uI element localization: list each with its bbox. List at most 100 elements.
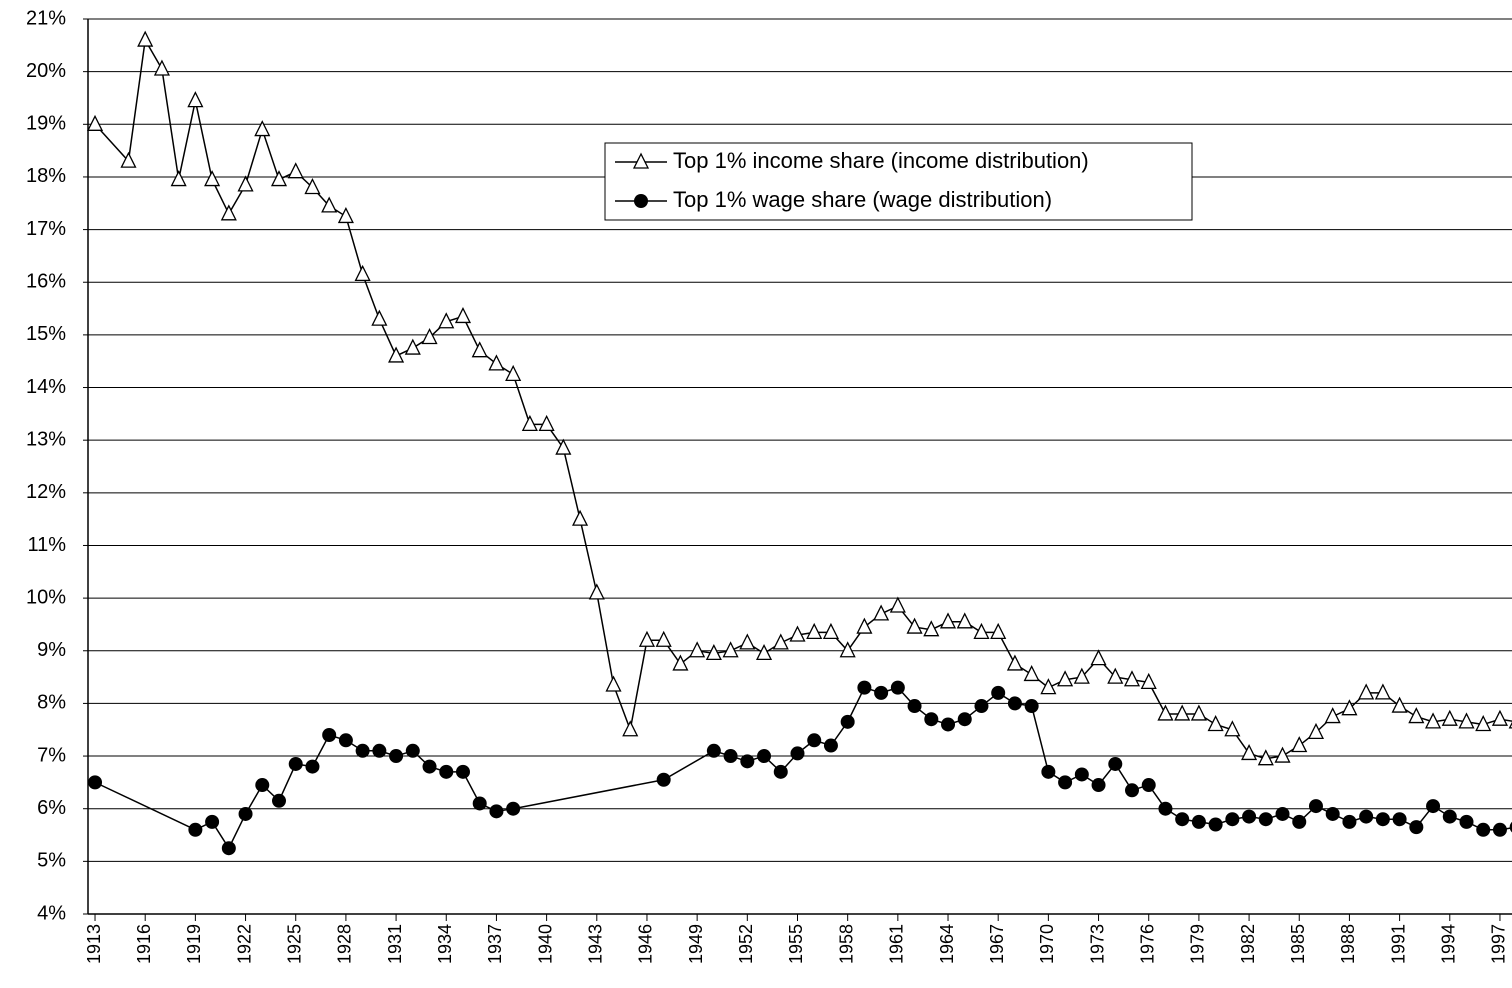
y-tick-label: 11% — [27, 534, 66, 556]
marker — [1073, 667, 1090, 684]
marker — [941, 717, 956, 732]
y-tick-label: 12% — [26, 481, 66, 503]
marker — [706, 743, 721, 758]
marker — [188, 822, 203, 837]
x-tick-label: 1919 — [184, 924, 204, 964]
marker — [86, 114, 104, 131]
marker — [588, 583, 605, 600]
marker — [1175, 812, 1190, 827]
marker — [790, 746, 805, 761]
marker — [237, 175, 254, 192]
y-tick-label: 5% — [37, 850, 66, 872]
marker — [572, 509, 589, 526]
marker — [372, 743, 387, 758]
marker — [1058, 775, 1073, 790]
marker — [1324, 707, 1341, 724]
marker — [438, 312, 455, 329]
marker — [1492, 822, 1507, 837]
x-tick-label: 1943 — [586, 924, 606, 964]
marker — [923, 620, 940, 637]
marker — [454, 307, 472, 324]
marker — [638, 630, 656, 647]
marker — [238, 806, 253, 821]
marker — [857, 680, 872, 695]
marker — [1024, 699, 1039, 714]
marker — [672, 654, 689, 671]
marker — [1141, 778, 1156, 793]
marker — [1023, 665, 1040, 682]
marker — [1476, 822, 1491, 837]
marker — [822, 622, 839, 639]
x-tick-label: 1988 — [1338, 924, 1358, 964]
marker — [120, 151, 137, 168]
x-tick-label: 1931 — [385, 924, 405, 964]
y-tick-label: 21% — [26, 7, 66, 29]
marker — [354, 264, 371, 281]
marker — [755, 643, 773, 661]
marker — [890, 680, 905, 695]
marker — [974, 699, 989, 714]
x-tick-label: 1913 — [84, 924, 104, 964]
y-tick-label: 4% — [37, 902, 66, 924]
x-tick-label: 1925 — [284, 924, 304, 964]
marker — [1325, 806, 1340, 821]
x-tick-label: 1928 — [335, 924, 355, 964]
marker — [1225, 812, 1240, 827]
marker — [389, 749, 404, 764]
marker — [1425, 712, 1442, 729]
marker — [1442, 809, 1457, 824]
marker — [1091, 778, 1106, 793]
marker — [874, 685, 889, 700]
marker — [254, 120, 271, 137]
marker — [806, 622, 823, 639]
x-tick-label: 1967 — [987, 924, 1007, 964]
marker — [772, 633, 789, 650]
marker — [1274, 746, 1291, 763]
x-tick-label: 1985 — [1288, 924, 1308, 964]
marker — [489, 804, 504, 819]
marker — [889, 596, 906, 613]
marker — [355, 743, 370, 758]
marker — [656, 772, 671, 787]
marker — [272, 793, 287, 808]
marker — [506, 801, 521, 816]
x-tick-label: 1916 — [134, 924, 154, 964]
x-tick-label: 1946 — [636, 924, 656, 964]
x-tick-label: 1991 — [1388, 924, 1408, 964]
marker — [1508, 721, 1512, 729]
marker — [1358, 683, 1375, 700]
marker — [371, 309, 388, 326]
marker — [305, 759, 320, 774]
marker — [521, 414, 538, 432]
x-tick-label: 1982 — [1238, 924, 1258, 964]
marker — [220, 204, 237, 221]
marker — [739, 633, 756, 650]
marker — [957, 712, 972, 727]
legend-box — [604, 142, 1193, 221]
marker — [422, 759, 437, 774]
marker — [1392, 812, 1407, 827]
marker — [187, 91, 204, 108]
y-tick-label: 6% — [37, 797, 66, 819]
marker — [1258, 812, 1273, 827]
marker — [839, 641, 856, 658]
marker — [439, 764, 454, 779]
legend-label: Top 1% wage share (wage distribution) — [673, 187, 1052, 212]
marker — [404, 338, 421, 355]
marker — [1341, 699, 1358, 716]
marker — [388, 346, 405, 363]
marker — [1090, 649, 1107, 666]
marker — [1408, 707, 1425, 724]
legend-marker — [634, 194, 648, 208]
x-tick-label: 1970 — [1037, 924, 1057, 964]
marker — [1108, 756, 1123, 771]
y-tick-label: 14% — [26, 376, 66, 398]
marker — [455, 764, 470, 779]
y-tick-label: 18% — [26, 165, 66, 187]
marker — [270, 170, 288, 187]
marker — [1124, 783, 1139, 798]
legend-marker — [632, 152, 650, 169]
marker — [1207, 715, 1224, 732]
